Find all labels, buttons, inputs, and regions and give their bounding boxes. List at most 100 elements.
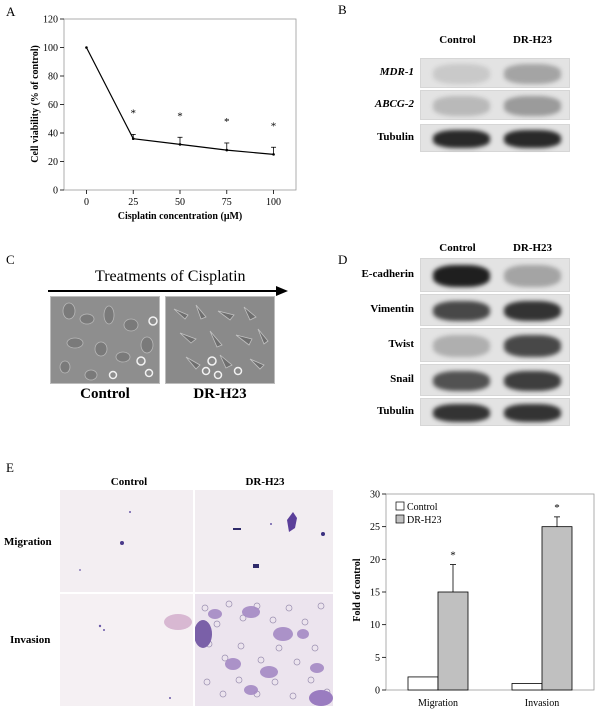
panel-c-arrow-label: Treatments of Cisplatin xyxy=(95,268,246,285)
panel-b-blot-strip xyxy=(420,90,570,120)
panel-b-letter: B xyxy=(338,2,347,17)
panel-e-y-tick-label: 0 xyxy=(375,686,380,697)
panel-e-letter: E xyxy=(6,460,14,475)
panel-d-blot-strip xyxy=(420,364,570,396)
panel-b-blot-strip xyxy=(420,58,570,88)
dr-h23-cells-image xyxy=(166,297,274,383)
panel-e-category-label: Migration xyxy=(418,698,458,709)
panel-b-band xyxy=(433,130,490,148)
panel-e-significance-mark: * xyxy=(450,550,456,562)
panel-d-band xyxy=(503,265,561,287)
panel-b-western-blot: Control DR-H23 MDR-1 ABCG-2 Tubulin xyxy=(340,28,600,158)
panel-a-x-tick-label: 75 xyxy=(222,197,232,208)
panel-d-row-label: Tubulin xyxy=(377,405,414,417)
panel-a-y-tick-label: 120 xyxy=(43,15,58,26)
panel-d-blot-strip xyxy=(420,398,570,426)
panel-d-blot-strip xyxy=(420,258,570,292)
panel-e-bar xyxy=(511,683,543,691)
panel-a-x-tick-label: 0 xyxy=(84,197,89,208)
panel-d-blot-strip xyxy=(420,328,570,362)
panel-d-row-label: Snail xyxy=(390,373,414,385)
panel-a-y-tick-label: 100 xyxy=(43,43,58,54)
panel-d-column-header: Control xyxy=(439,242,476,254)
panel-a-significance-mark: * xyxy=(224,116,230,128)
panel-d-letter: D xyxy=(338,252,348,267)
panel-e-bar xyxy=(437,591,469,691)
panel-e-bar xyxy=(407,676,439,691)
panel-d-band xyxy=(433,370,490,392)
panel-d-row-label: E-cadherin xyxy=(361,268,414,280)
invasion-dr-h23-image xyxy=(195,594,333,706)
control-cells-image xyxy=(51,297,159,383)
panel-e-y-tick-label: 5 xyxy=(375,653,380,664)
panel-a-y-tick-label: 40 xyxy=(48,129,58,140)
panel-a-significance-mark: * xyxy=(177,110,183,122)
panel-b-band xyxy=(503,64,561,84)
control-cell-micrograph xyxy=(50,296,160,384)
panel-e-y-axis-label: Fold of control xyxy=(352,558,363,621)
panel-b-band xyxy=(503,130,561,148)
panel-b-band xyxy=(433,96,490,116)
panel-d-row-label: Twist xyxy=(388,338,414,350)
panel-c-letter: C xyxy=(6,252,15,267)
panel-a-y-tick-label: 0 xyxy=(53,186,58,197)
panel-e-bar xyxy=(541,526,573,691)
panel-e-legend-label: DR-H23 xyxy=(407,515,441,526)
panel-e-legend-swatch xyxy=(395,514,405,524)
panel-e-y-tick-label: 30 xyxy=(370,490,380,501)
panel-b-row-label: Tubulin xyxy=(377,131,414,143)
panel-d-blot-strip xyxy=(420,294,570,326)
panel-d-row-label: Vimentin xyxy=(370,303,414,315)
panel-e-legend-swatch xyxy=(395,501,405,511)
panel-a-plot-frame xyxy=(63,18,297,191)
panel-a-line-chart: Cell viability (% of control) Cisplatin … xyxy=(30,15,297,222)
panel-b-column-header: Control xyxy=(439,34,476,46)
panel-e-bar-chart: Fold of control 0 5 10 15 20 25 30 * Migration * I… xyxy=(352,490,595,709)
panel-d-western-blot: Control DR-H23 E-cadherin Vimentin Twist Snai… xyxy=(340,240,600,430)
panel-a-data-point xyxy=(85,46,88,49)
panel-e-y-tick-label: 10 xyxy=(370,620,380,631)
panel-a-significance-mark: * xyxy=(130,107,136,119)
panel-a-data-point xyxy=(225,148,229,152)
panel-e-legend-label: Control xyxy=(407,502,438,513)
panel-e-invasion-row-label: Invasion xyxy=(10,634,51,646)
panel-a-y-axis-label: Cell viability (% of control) xyxy=(30,45,41,163)
panel-b-row-label: MDR-1 xyxy=(379,66,414,78)
panel-e-control-header: Control xyxy=(110,476,148,488)
panel-d-band xyxy=(503,335,561,357)
panel-a-x-tick-label: 25 xyxy=(128,197,138,208)
panel-e-y-tick-label: 15 xyxy=(370,588,380,599)
panel-a-data-point xyxy=(272,153,275,156)
panel-d-column-header: DR-H23 xyxy=(512,242,553,254)
panel-a-data-point xyxy=(178,143,182,146)
panel-b-column-header: DR-H23 xyxy=(512,34,553,46)
panel-b-row-label: ABCG-2 xyxy=(374,98,414,110)
panel-d-band xyxy=(503,404,561,422)
panel-e-y-tick-label: 20 xyxy=(370,555,380,566)
panel-d-band xyxy=(433,404,490,422)
panel-a-letter: A xyxy=(6,4,16,19)
panel-e-category-label: Invasion xyxy=(525,698,559,709)
panel-a-y-tick-label: 20 xyxy=(48,157,58,168)
panel-e-dr-h23-header: DR-H23 xyxy=(245,476,285,488)
panel-a-x-axis-label: Cisplatin concentration (μM) xyxy=(118,211,243,222)
panel-b-band xyxy=(503,96,561,116)
panel-b-blot-strip xyxy=(420,124,570,152)
panel-e-y-tick-label: 25 xyxy=(370,522,380,533)
panel-a-x-tick-label: 100 xyxy=(266,197,281,208)
panel-d-band xyxy=(503,300,561,322)
panel-e-migration-row-label: Migration xyxy=(4,536,52,548)
panel-d-band xyxy=(433,335,490,357)
panel-d-band xyxy=(433,300,490,322)
invasion-control-image xyxy=(60,594,193,706)
panel-d-band xyxy=(503,370,561,392)
panel-c-dr-h23-caption: DR-H23 xyxy=(193,386,247,402)
panel-d-band xyxy=(433,265,490,287)
dr-h23-cell-micrograph xyxy=(165,296,275,384)
panel-b-band xyxy=(433,64,490,84)
migration-control-image xyxy=(60,490,193,592)
migration-dr-h23-image xyxy=(195,490,333,592)
panel-a-y-tick-label: 80 xyxy=(48,72,58,83)
panel-a-significance-mark: * xyxy=(271,120,277,132)
treatment-arrow xyxy=(48,286,288,296)
